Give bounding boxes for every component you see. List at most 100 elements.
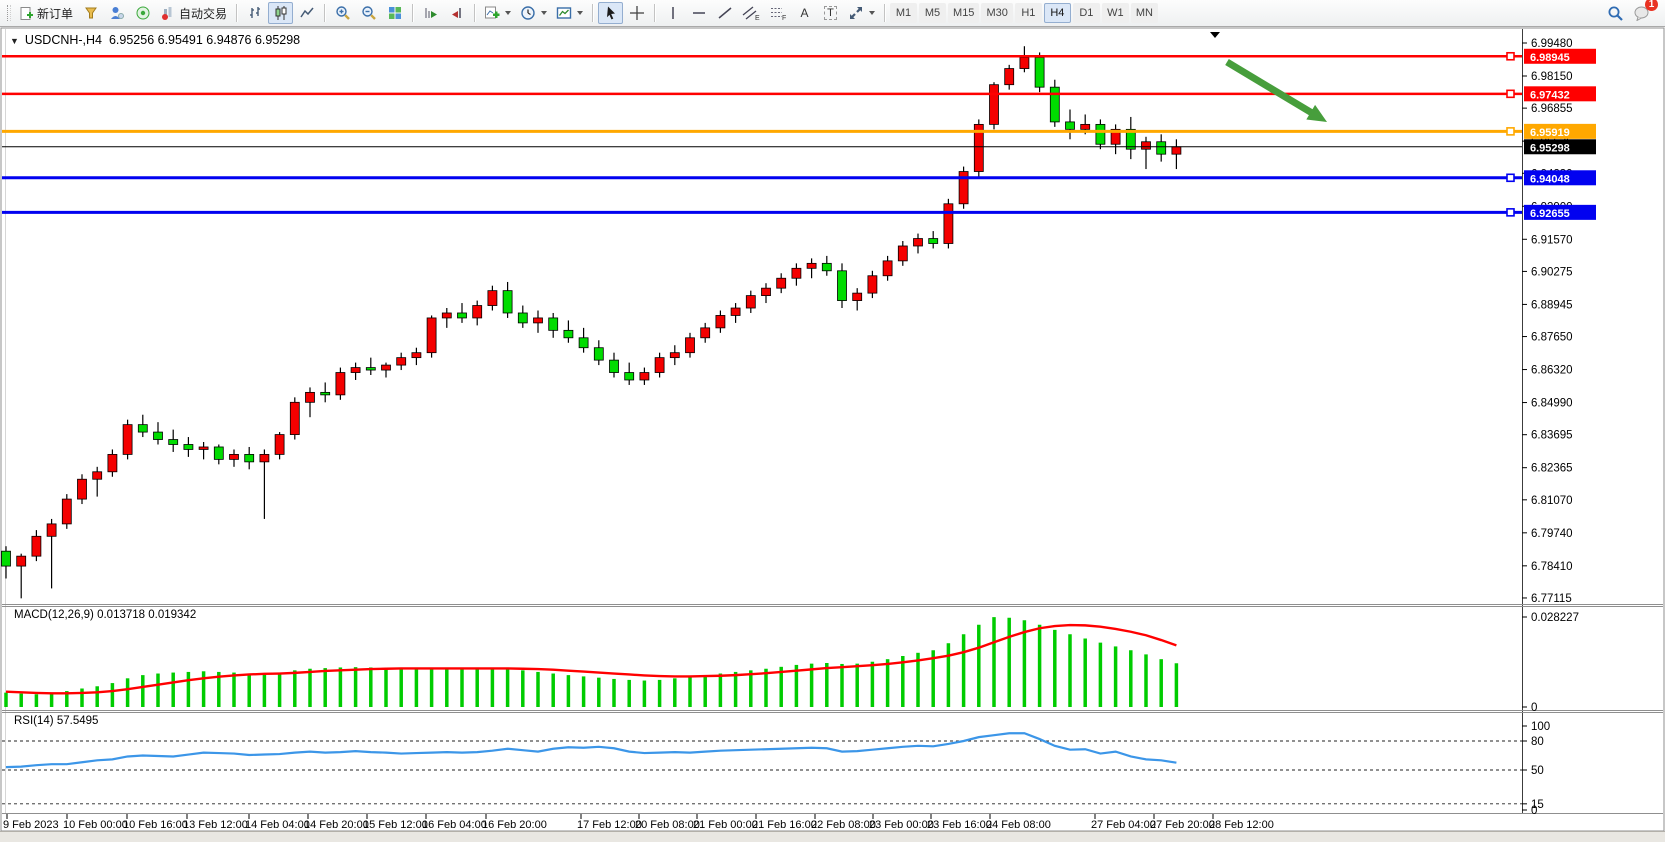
crosshair-tool-button[interactable] bbox=[624, 2, 649, 24]
price-axis-tick-label: 6.79740 bbox=[1531, 528, 1573, 540]
timeframe-button-m30[interactable]: M30 bbox=[981, 3, 1013, 23]
candle-bearish bbox=[1125, 128, 1136, 150]
price-axis-tick-label: 6.77115 bbox=[1531, 593, 1572, 605]
search-button[interactable] bbox=[1603, 2, 1628, 24]
line-drag-handle[interactable] bbox=[1506, 127, 1515, 136]
time-axis-label: 21 Feb 00:00 bbox=[693, 819, 758, 831]
tile-windows-button[interactable] bbox=[382, 2, 407, 24]
candle-bearish bbox=[837, 270, 847, 301]
channel-suffix-label: E bbox=[755, 15, 760, 21]
timeframe-button-m5[interactable]: M5 bbox=[919, 3, 947, 23]
time-axis-label: 27 Feb 20:00 bbox=[1150, 819, 1215, 831]
templates-button[interactable] bbox=[552, 2, 587, 24]
auto-scroll-button[interactable] bbox=[418, 2, 443, 24]
timeframe-button-mn[interactable]: MN bbox=[1130, 3, 1158, 23]
macd-name: MACD(12,26,9) bbox=[14, 609, 94, 621]
candle-bearish bbox=[548, 317, 559, 331]
candle-bearish bbox=[593, 347, 604, 361]
timeframe-button-d1[interactable]: D1 bbox=[1072, 3, 1100, 23]
quick-panel-toggle-icon[interactable]: ▼ bbox=[10, 36, 19, 46]
market-watch-button[interactable] bbox=[78, 2, 103, 24]
zoom-out-button[interactable] bbox=[356, 2, 381, 24]
candle-bullish bbox=[806, 262, 817, 269]
rsi-name: RSI(14) bbox=[14, 715, 54, 727]
signal-button[interactable] bbox=[130, 2, 155, 24]
periods-button[interactable] bbox=[516, 2, 551, 24]
chart-canvas[interactable]: 6.994806.981506.968556.955256.942306.929… bbox=[0, 27, 1665, 842]
vertical-line-tool-button[interactable] bbox=[660, 2, 685, 24]
candle-bearish bbox=[609, 359, 619, 373]
auto-trading-icon bbox=[162, 7, 172, 20]
rsi-line bbox=[5, 732, 1177, 769]
timeframe-button-h4[interactable]: H4 bbox=[1043, 3, 1071, 23]
cursor-tool-button[interactable] bbox=[598, 2, 624, 24]
candle-bullish bbox=[1080, 123, 1091, 130]
timeframe-button-m15[interactable]: M15 bbox=[948, 3, 980, 23]
fibonacci-tool-button[interactable]: F bbox=[765, 2, 791, 24]
price-badge-label: 6.98945 bbox=[1530, 52, 1570, 64]
price-axis-tick-label: 6.78410 bbox=[1531, 561, 1573, 573]
zoom-in-button[interactable] bbox=[330, 2, 355, 24]
pane-separators[interactable] bbox=[2, 604, 1663, 814]
candle-bullish bbox=[745, 295, 756, 309]
line-drag-handle[interactable] bbox=[1506, 89, 1515, 99]
add-indicator-button[interactable] bbox=[480, 2, 515, 24]
notifications-button[interactable]: 1 bbox=[1629, 0, 1658, 24]
candle-bearish bbox=[244, 454, 255, 463]
candle-bearish bbox=[137, 424, 148, 433]
time-axis-label: 10 Feb 00:00 bbox=[63, 819, 128, 831]
trendline-tool-button[interactable] bbox=[712, 2, 737, 24]
candle-bullish bbox=[715, 315, 726, 329]
time-axis-label: 27 Feb 04:00 bbox=[1091, 819, 1156, 831]
data-window-button[interactable] bbox=[104, 2, 129, 24]
timeframe-button-m1[interactable]: M1 bbox=[890, 3, 918, 23]
candle-bullish bbox=[639, 372, 650, 381]
chart-shift-button[interactable] bbox=[444, 2, 469, 24]
time-axis-label: 10 Feb 16:00 bbox=[123, 819, 188, 831]
candle-bearish bbox=[213, 446, 224, 460]
text-label-tool-button[interactable]: T bbox=[818, 2, 843, 24]
price-axis-tick-label: 6.82365 bbox=[1531, 463, 1573, 475]
add-indicator-icon bbox=[485, 6, 500, 19]
candle-bullish bbox=[396, 357, 407, 366]
time-axis-label: 28 Feb 12:00 bbox=[1209, 819, 1274, 831]
auto-trading-button[interactable]: 自动交易 bbox=[156, 2, 231, 24]
bar-chart-button[interactable] bbox=[242, 2, 267, 24]
candle-bullish bbox=[761, 287, 771, 297]
price-badge-label: 6.97432 bbox=[1530, 89, 1570, 101]
candlestick-chart-button[interactable] bbox=[268, 2, 294, 24]
person-icon bbox=[110, 7, 124, 19]
trend-arrow-head[interactable] bbox=[1306, 104, 1327, 122]
horizontal-line-icon bbox=[692, 12, 705, 14]
line-drag-handle[interactable] bbox=[1506, 208, 1515, 217]
time-axis-label: 13 Feb 12:00 bbox=[183, 819, 248, 831]
trend-arrow-annotation[interactable] bbox=[1225, 58, 1316, 118]
horizontal-line-tool-button[interactable] bbox=[686, 2, 711, 24]
chart-shift-marker[interactable] bbox=[1210, 32, 1220, 38]
rsi-axis-label: 50 bbox=[1531, 765, 1544, 777]
candle-bullish bbox=[107, 454, 118, 473]
arrows-tool-button[interactable] bbox=[844, 2, 879, 24]
line-drag-handle[interactable] bbox=[1506, 51, 1515, 61]
timeframe-button-w1[interactable]: W1 bbox=[1101, 3, 1129, 23]
rsi-axis-label: 15 bbox=[1531, 799, 1544, 811]
rsi-axis-label: 100 bbox=[1531, 721, 1550, 733]
time-axis-label: 14 Feb 04:00 bbox=[245, 819, 310, 831]
candle-bullish bbox=[350, 367, 361, 373]
candle-bearish bbox=[457, 312, 467, 319]
channel-tool-button[interactable]: E bbox=[738, 2, 764, 24]
line-drag-handle[interactable] bbox=[1506, 173, 1515, 183]
price-badge bbox=[1524, 123, 1596, 139]
auto-trading-label: 自动交易 bbox=[179, 6, 228, 21]
funnel-icon bbox=[84, 7, 97, 19]
toolbar-grip[interactable] bbox=[7, 5, 11, 21]
timeframe-button-h1[interactable]: H1 bbox=[1014, 3, 1042, 23]
candle-bullish bbox=[958, 171, 969, 205]
toolbar-separator bbox=[236, 4, 238, 22]
line-chart-button[interactable] bbox=[294, 2, 319, 24]
dropdown-caret-icon bbox=[577, 11, 584, 15]
new-order-button[interactable]: 新订单 bbox=[15, 2, 77, 24]
macd-indicator-label: MACD(12,26,9) 0.013718 0.019342 bbox=[14, 609, 196, 621]
text-tool-button[interactable]: A bbox=[792, 2, 817, 24]
rsi-value: 57.5495 bbox=[56, 715, 99, 727]
